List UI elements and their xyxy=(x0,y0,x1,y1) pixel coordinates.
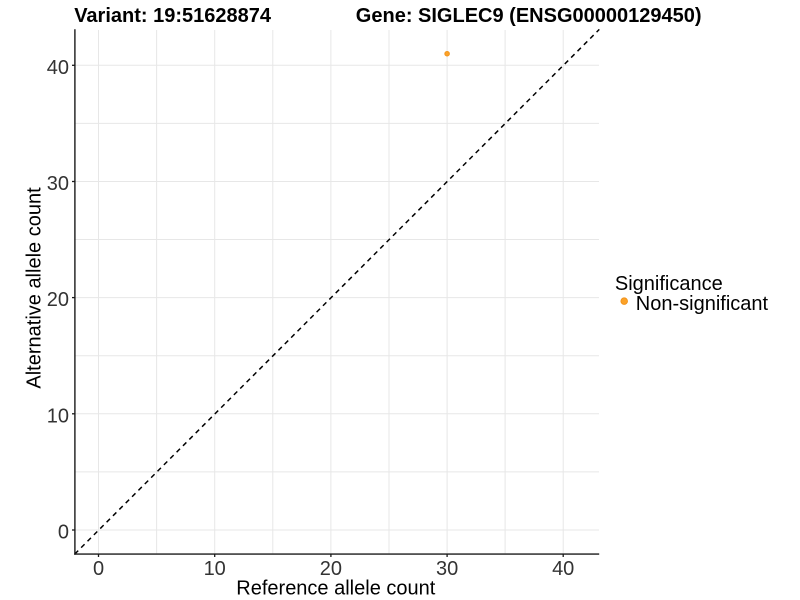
svg-text:20: 20 xyxy=(47,289,69,311)
svg-text:Gene: SIGLEC9 (ENSG00000129450: Gene: SIGLEC9 (ENSG00000129450) xyxy=(356,5,702,27)
svg-text:40: 40 xyxy=(552,558,574,580)
svg-text:0: 0 xyxy=(58,522,69,544)
svg-text:Alternative allele count: Alternative allele count xyxy=(24,187,46,389)
svg-text:Reference allele count: Reference allele count xyxy=(236,577,435,599)
svg-text:Non-significant: Non-significant xyxy=(636,293,769,315)
svg-text:10: 10 xyxy=(47,405,69,427)
svg-text:30: 30 xyxy=(47,173,69,195)
svg-text:Significance: Significance xyxy=(615,273,723,295)
svg-text:10: 10 xyxy=(204,558,226,580)
svg-text:40: 40 xyxy=(47,57,69,79)
svg-text:Variant: 19:51628874: Variant: 19:51628874 xyxy=(74,5,272,27)
svg-text:0: 0 xyxy=(93,558,104,580)
svg-text:20: 20 xyxy=(320,558,342,580)
svg-text:30: 30 xyxy=(436,558,458,580)
